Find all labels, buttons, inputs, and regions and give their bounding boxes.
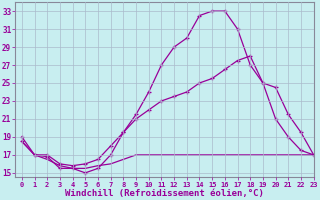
X-axis label: Windchill (Refroidissement éolien,°C): Windchill (Refroidissement éolien,°C) <box>65 189 264 198</box>
